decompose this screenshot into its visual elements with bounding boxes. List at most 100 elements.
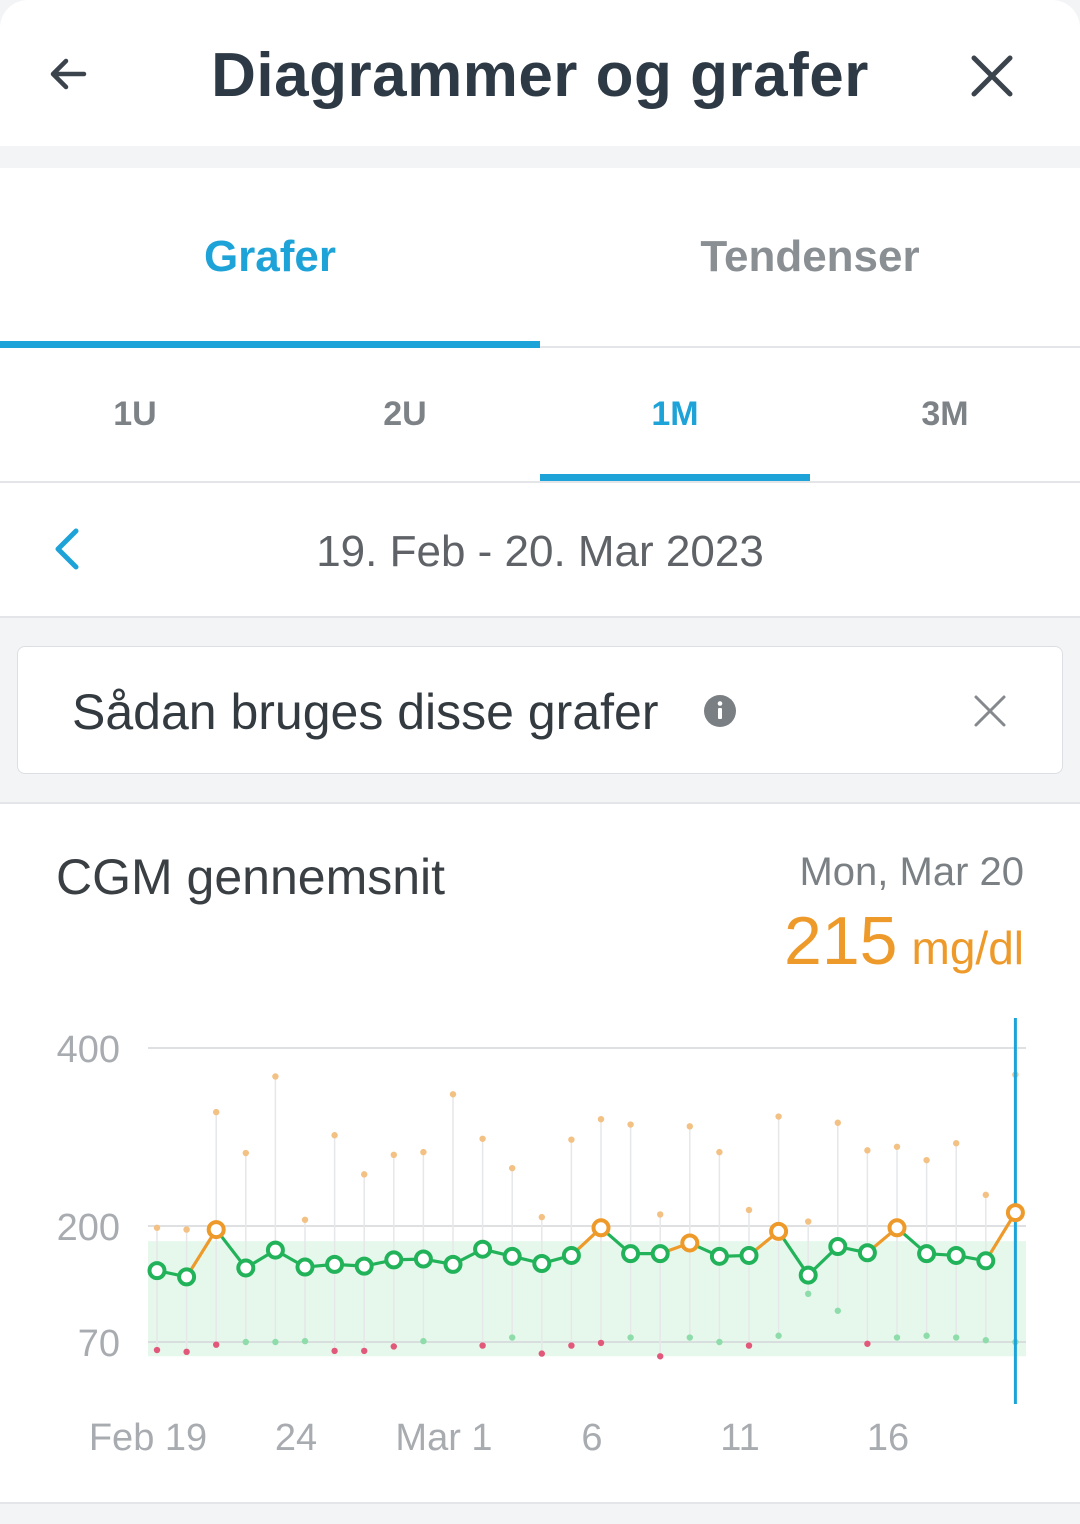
daily-average-point	[265, 1240, 285, 1260]
range-3m[interactable]: 3M	[810, 348, 1080, 481]
daily-max-point	[745, 1206, 753, 1214]
y-tick-label: 200	[57, 1207, 120, 1249]
daily-min-point	[153, 1346, 161, 1354]
daily-min-point	[657, 1353, 664, 1360]
close-button[interactable]	[960, 44, 1024, 108]
back-button[interactable]	[38, 44, 98, 104]
daily-min-point	[716, 1338, 723, 1346]
daily-average-point	[354, 1256, 374, 1276]
daily-min-point	[745, 1342, 753, 1349]
daily-max-point	[864, 1147, 871, 1154]
daily-max-point	[390, 1151, 397, 1158]
daily-max-point	[361, 1171, 368, 1178]
daily-min-point	[420, 1337, 427, 1345]
daily-average-point	[532, 1253, 552, 1273]
tab-grafer[interactable]: Grafer	[0, 168, 540, 348]
daily-average-point	[828, 1237, 848, 1257]
daily-average-point	[206, 1220, 226, 1240]
daily-average-point	[650, 1244, 670, 1264]
daily-average-point	[709, 1246, 729, 1266]
daily-min-point	[272, 1338, 279, 1346]
close-icon	[974, 695, 1006, 727]
daily-max-point	[272, 1073, 279, 1080]
y-tick-label: 70	[78, 1323, 120, 1365]
tab-tendenser[interactable]: Tendenser	[540, 168, 1080, 346]
daily-min-point	[923, 1332, 930, 1339]
cgm-average-card: CGM gennemsnit Mon, Mar 20 215 mg/dl 400…	[0, 802, 1080, 1504]
daily-max-point	[331, 1132, 338, 1139]
close-icon	[971, 55, 1013, 97]
daily-average-point	[1005, 1203, 1025, 1223]
daily-min-point	[597, 1339, 605, 1347]
daily-max-point	[213, 1108, 220, 1116]
daily-average-point	[887, 1218, 907, 1238]
daily-average-point	[591, 1218, 611, 1238]
page-title: Diagrammer og grafer	[211, 41, 869, 110]
daily-average-point	[976, 1251, 996, 1271]
x-tick-label: 24	[275, 1417, 317, 1459]
daily-average-point	[561, 1245, 581, 1265]
daily-max-point	[716, 1148, 723, 1156]
range-label: 3M	[921, 395, 969, 433]
x-tick-label: Mar 1	[395, 1417, 492, 1459]
daily-average-point	[384, 1250, 404, 1270]
daily-average-point	[325, 1254, 345, 1274]
daily-max-point	[538, 1213, 545, 1221]
range-selector: 1U 2U 1M 3M	[0, 348, 1080, 483]
how-to-use-card[interactable]: Sådan bruges disse grafer	[17, 646, 1063, 774]
daily-average-point	[946, 1245, 966, 1265]
daily-min-point	[568, 1342, 575, 1349]
daily-min-point	[242, 1338, 249, 1346]
daily-average-point	[680, 1233, 700, 1253]
chart-title: CGM gennemsnit	[56, 849, 446, 905]
info-icon[interactable]	[704, 695, 736, 727]
selected-unit: mg/dl	[911, 922, 1024, 974]
daily-max-point	[805, 1218, 812, 1225]
daily-average-point	[473, 1239, 493, 1259]
daily-min-point	[509, 1334, 516, 1341]
daily-min-point	[982, 1337, 989, 1344]
daily-max-point	[183, 1226, 190, 1233]
x-tick-label: 6	[581, 1417, 602, 1459]
range-1u[interactable]: 1U	[0, 348, 270, 481]
daily-min-point	[361, 1347, 368, 1355]
how-to-use-label: Sådan bruges disse grafer	[72, 684, 659, 740]
range-1m[interactable]: 1M	[540, 348, 810, 481]
active-tab-indicator	[0, 341, 540, 348]
arrow-left-icon	[50, 58, 87, 90]
daily-average-point	[769, 1221, 789, 1241]
daily-max-point	[568, 1136, 575, 1143]
y-tick-label: 400	[57, 1029, 120, 1071]
cgm-chart[interactable]: 400 200 70 Feb 19 24 Mar 1 6 11 16	[0, 804, 1080, 1502]
daily-max-point	[982, 1191, 989, 1199]
daily-max-point	[153, 1224, 161, 1231]
x-tick-label: Feb 19	[89, 1417, 207, 1459]
active-range-indicator	[540, 474, 810, 481]
daily-max-point	[301, 1216, 309, 1223]
daily-max-point	[775, 1113, 782, 1120]
daily-max-point	[449, 1091, 457, 1098]
tab-label: Grafer	[203, 232, 337, 281]
daily-average-point	[177, 1267, 197, 1287]
daily-average-point	[147, 1261, 167, 1281]
daily-average-point	[798, 1265, 818, 1285]
selected-value: 215	[784, 903, 898, 979]
daily-max-point	[834, 1119, 841, 1126]
daily-min-point	[805, 1290, 812, 1298]
daily-max-point	[893, 1143, 901, 1150]
daily-max-point	[686, 1123, 693, 1130]
selected-date: Mon, Mar 20	[799, 850, 1024, 894]
daily-average-point	[295, 1257, 315, 1277]
daily-min-point	[301, 1337, 309, 1345]
daily-min-point	[953, 1334, 960, 1341]
daily-max-point	[657, 1211, 664, 1218]
daily-min-point	[775, 1332, 782, 1339]
daily-min-point	[864, 1340, 871, 1347]
daily-max-point	[627, 1121, 634, 1128]
previous-period-button[interactable]	[40, 519, 96, 579]
daily-average-point	[413, 1249, 433, 1269]
range-label: 1M	[651, 395, 699, 433]
range-label: 2U	[383, 395, 427, 433]
dismiss-card-button[interactable]	[968, 689, 1012, 733]
range-2u[interactable]: 2U	[270, 348, 540, 481]
